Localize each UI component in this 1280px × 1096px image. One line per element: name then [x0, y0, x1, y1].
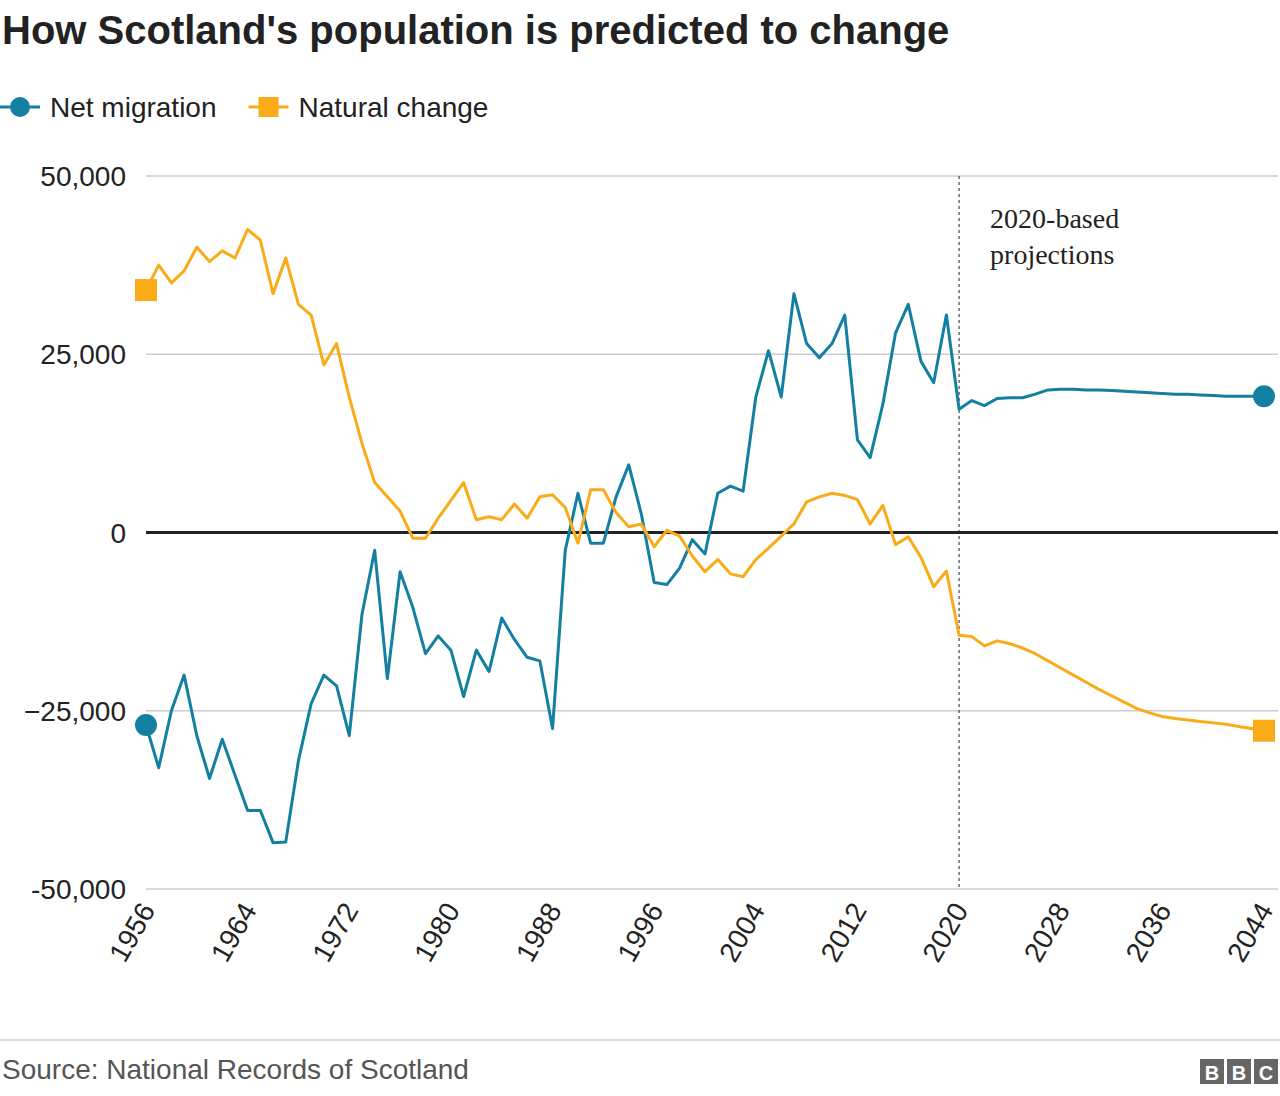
x-tick-label: 1988	[510, 898, 568, 967]
x-tick-label: 2028	[1018, 898, 1076, 967]
y-axis: 50,000 25,000 0 −25,000 -50,000	[24, 161, 1278, 905]
end-marker	[1253, 385, 1275, 407]
x-tick-label: 1964	[205, 898, 263, 967]
end-marker	[135, 714, 157, 736]
annotation-line-text: 2020-based	[990, 203, 1119, 234]
x-tick-label: 1972	[306, 898, 364, 967]
y-tick-label: -50,000	[31, 874, 126, 905]
grid-line	[146, 354, 1278, 356]
y-tick-label: 25,000	[40, 339, 126, 370]
logo-box	[1200, 1059, 1224, 1084]
legend-marker	[10, 97, 30, 117]
x-tick-label: 1996	[611, 898, 669, 967]
grid-line	[146, 175, 1278, 177]
annotation-label: 2020-based projections	[990, 203, 1119, 270]
x-tick-label: 2004	[713, 898, 771, 967]
end-marker	[135, 279, 157, 301]
logo-box	[1254, 1059, 1278, 1084]
legend-label: Net migration	[50, 92, 217, 123]
title: How Scotland's population is predicted t…	[2, 8, 949, 52]
logo-letter: B	[1205, 1062, 1219, 1084]
legend: Net migration Natural change	[0, 92, 488, 123]
x-tick-label: 2020	[916, 897, 974, 966]
y-tick-label: 0	[110, 518, 126, 549]
x-axis: 1956 1964 1972 1980 1988 1996 2004 2012 2020 2028…	[103, 897, 1279, 966]
logo-box	[1227, 1059, 1251, 1084]
x-tick-label: 2044	[1221, 898, 1279, 967]
logo-letter: B	[1232, 1062, 1246, 1084]
series-line	[146, 229, 1264, 730]
legend-item: Net migration	[0, 92, 217, 123]
footer-rule	[0, 1039, 1280, 1041]
series-line	[146, 294, 1264, 843]
x-tick-label: 1980	[408, 898, 466, 967]
x-tick-label: 1956	[103, 898, 161, 967]
legend-label: Natural change	[299, 92, 489, 123]
x-tick-label: 2036	[1120, 898, 1178, 967]
logo-letter: C	[1259, 1062, 1273, 1084]
grid-line	[146, 710, 1278, 712]
source: Source: National Records of Scotland	[2, 1054, 469, 1085]
legend-marker	[259, 97, 279, 117]
zero-line	[146, 531, 1278, 534]
series-lines	[146, 229, 1264, 842]
x-tick-label: 2012	[815, 898, 873, 967]
chart: How Scotland's population is predicted t…	[0, 0, 1280, 1096]
end-markers	[135, 279, 1275, 742]
annotation-line-text: projections	[990, 239, 1114, 270]
end-marker	[1253, 720, 1275, 742]
y-tick-label: −25,000	[24, 696, 126, 727]
legend-item: Natural change	[249, 92, 489, 123]
logo: BBC	[1200, 1059, 1278, 1084]
y-tick-label: 50,000	[40, 161, 126, 192]
grid-line	[146, 888, 1278, 890]
